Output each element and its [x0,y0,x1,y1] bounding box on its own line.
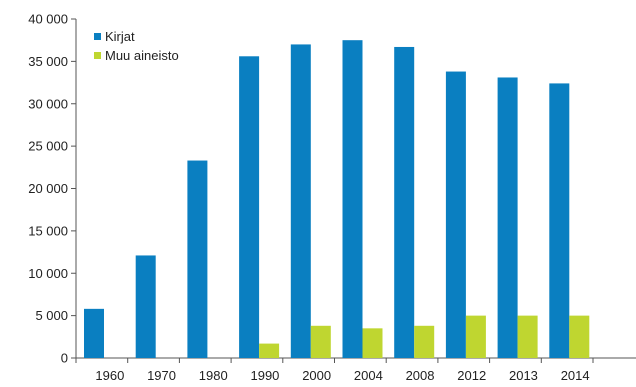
bar-kirjat-1970 [135,255,156,358]
x-tick-label: 2008 [406,368,435,383]
legend-swatch [94,33,101,40]
x-tick-label: 1990 [250,368,279,383]
bar-kirjat-2014 [549,83,570,358]
bars [84,40,590,359]
bar-kirjat-1990 [239,56,260,358]
y-tick-label: 40 000 [28,12,68,27]
x-tick-label: 2012 [457,368,486,383]
y-tick-label: 0 [61,351,68,366]
x-tick-label: 1970 [147,368,176,383]
bar-kirjat-2000 [290,44,311,359]
bar-muu-aineisto-2000 [310,325,331,358]
bar-muu-aineisto-2012 [465,315,486,358]
x-tick-label: 2013 [509,368,538,383]
y-axis: 0 5 000 10 000 15 000 20 000 25 000 30 000 35 0… [28,12,77,366]
bar-kirjat-2004 [342,40,363,358]
legend-label: Muu aineisto [105,48,179,63]
legend-label: Kirjat [105,29,135,44]
x-tick-label: 2014 [561,368,590,383]
bar-kirjat-1980 [187,160,208,358]
x-tick-label: 1960 [95,368,124,383]
y-tick-label: 10 000 [28,266,68,281]
bar-muu-aineisto-1990 [259,343,280,358]
x-tick-label: 1980 [199,368,228,383]
bar-kirjat-2013 [497,77,518,358]
y-tick-label: 35 000 [28,54,68,69]
x-axis: 1960 1970 1980 1990 2000 2004 2008 2012 2013 2014 [75,357,636,383]
y-tick-label: 15 000 [28,223,68,238]
y-tick-label: 30 000 [28,96,68,111]
bar-kirjat-2008 [394,46,415,358]
y-tick-label: 25 000 [28,139,68,154]
bar-muu-aineisto-2013 [517,315,538,358]
legend-swatch [94,52,101,59]
x-tick-label: 2000 [302,368,331,383]
y-tick-label: 5 000 [35,308,68,323]
bar-muu-aineisto-2008 [414,325,435,358]
legend: Kirjat Muu aineisto [94,29,179,63]
bar-kirjat-1960 [84,308,104,358]
bar-kirjat-2012 [445,71,466,359]
bar-muu-aineisto-2014 [569,315,590,358]
bar-muu-aineisto-2004 [362,328,383,358]
x-tick-label: 2004 [354,368,383,383]
y-tick-label: 20 000 [28,181,68,196]
